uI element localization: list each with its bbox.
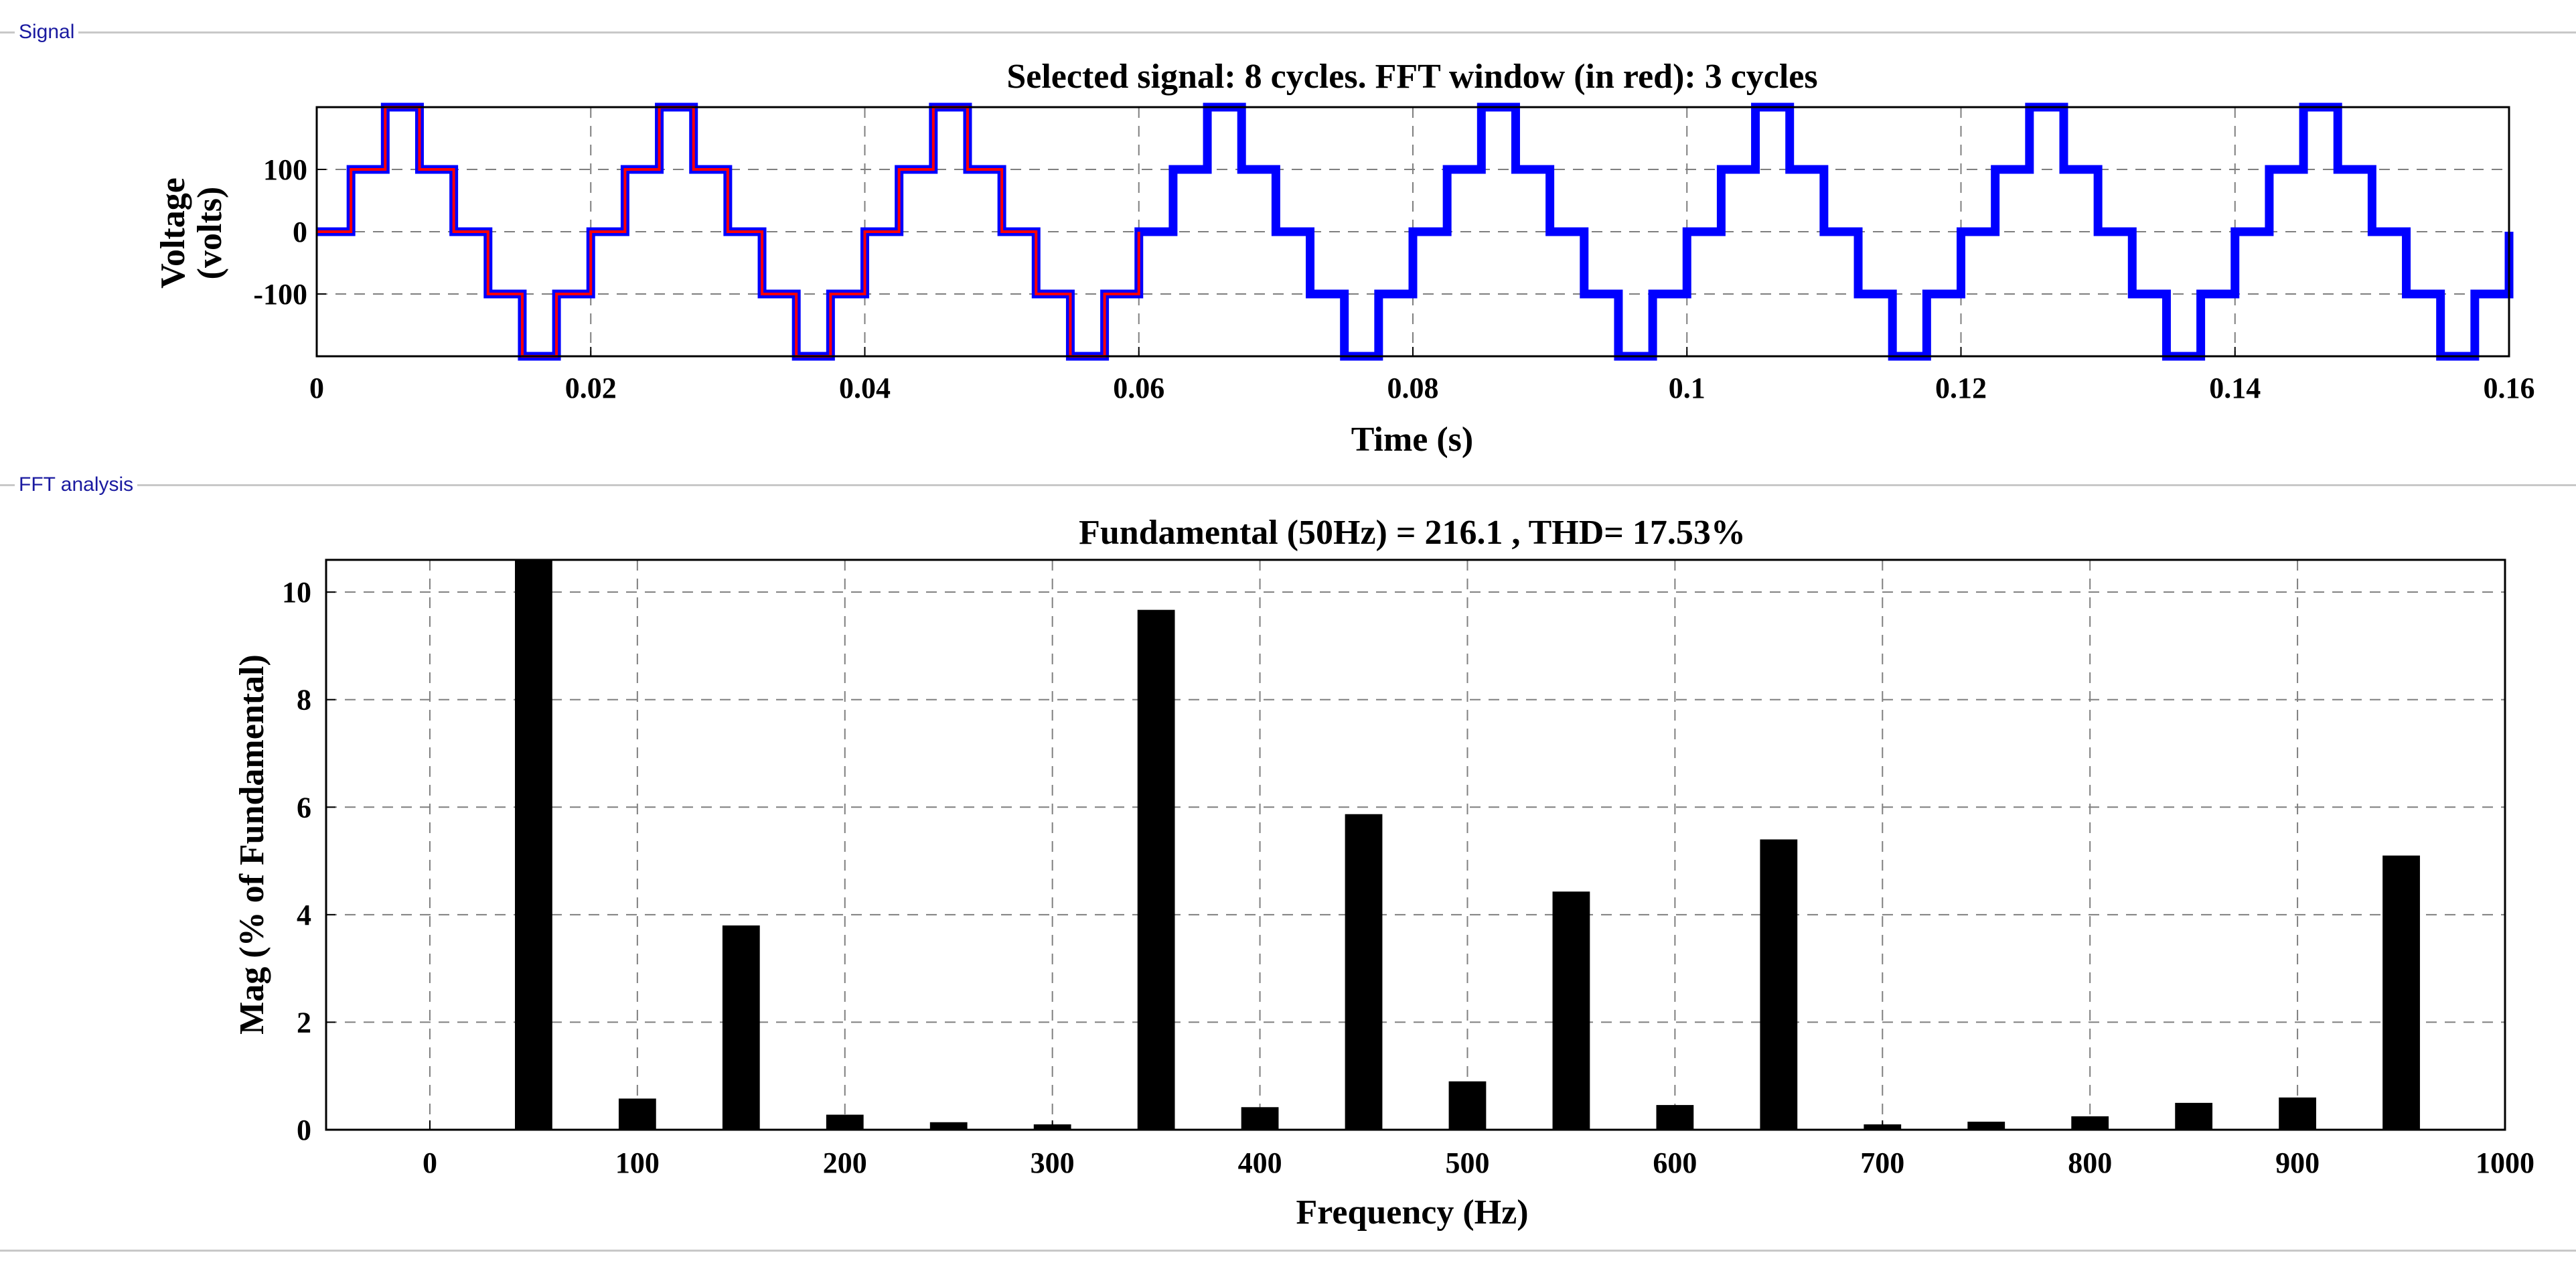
- fft-x-tick-label: 800: [2068, 1146, 2112, 1179]
- fft-y-tick-label: 10: [282, 576, 311, 609]
- signal-x-tick-label: 0.02: [565, 372, 617, 404]
- fft-y-tick-label: 8: [297, 684, 311, 717]
- signal-y-tick-label: -100: [253, 278, 307, 311]
- fft-bar: [722, 925, 760, 1130]
- fft-window-line: [317, 106, 1140, 358]
- signal-x-tick-label: 0.1: [1669, 372, 1706, 404]
- signal-y-tick-label: 0: [293, 216, 307, 248]
- fft-panel-divider: [0, 484, 2576, 486]
- signal-chart-ylabel-line1: Voltage: [154, 177, 192, 289]
- fft-x-tick-label: 600: [1653, 1146, 1697, 1179]
- fft-bar: [1448, 1081, 1487, 1130]
- fft-bar: [1656, 1105, 1694, 1130]
- signal-x-tick-label: 0.16: [2484, 372, 2535, 404]
- fft-y-tick-label: 0: [297, 1114, 311, 1146]
- fft-bar: [2382, 855, 2420, 1130]
- fft-x-tick-label: 200: [823, 1146, 867, 1179]
- fft-panel-label: FFT analysis: [15, 473, 138, 497]
- fft-x-tick-label: 100: [615, 1146, 660, 1179]
- signal-x-tick-label: 0: [309, 372, 324, 404]
- fft-bar: [515, 560, 552, 1130]
- signal-chart-xlabel: Time (s): [1351, 421, 1473, 459]
- signal-panel-divider: [0, 31, 2576, 33]
- fft-chart: Fundamental (50Hz) = 216.1 , THD= 17.53%…: [233, 514, 2534, 1232]
- fft-x-tick-label: 900: [2275, 1146, 2320, 1179]
- fft-x-tick-label: 700: [1860, 1146, 1904, 1179]
- fft-x-tick-label: 300: [1031, 1146, 1075, 1179]
- fft-chart-ylabel: Mag (% of Fundamental): [233, 654, 271, 1035]
- fft-bar: [1967, 1121, 2005, 1130]
- signal-x-tick-label: 0.12: [1935, 372, 1987, 404]
- fft-bar: [2279, 1097, 2316, 1130]
- fft-bar: [1137, 609, 1175, 1130]
- fft-chart-title: Fundamental (50Hz) = 216.1 , THD= 17.53%: [1079, 514, 1746, 552]
- fft-bar: [1241, 1107, 1279, 1130]
- fft-x-tick-label: 0: [423, 1146, 437, 1179]
- fft-x-tick-label: 500: [1445, 1146, 1489, 1179]
- signal-panel-label: Signal: [15, 20, 79, 44]
- signal-y-tick-label: 100: [263, 153, 307, 186]
- signal-plot-frame: [315, 106, 2510, 358]
- signal-x-tick-label: 0.14: [2209, 372, 2261, 404]
- fft-bar: [1345, 814, 1383, 1130]
- fft-chart-xlabel: Frequency (Hz): [1296, 1193, 1528, 1232]
- signal-chart-ylabel-line2: (volts): [191, 187, 229, 280]
- fft-bar: [929, 1122, 968, 1130]
- fft-bar: [826, 1114, 864, 1130]
- fft-bar: [1760, 839, 1798, 1130]
- signal-x-tick-label: 0.08: [1387, 372, 1439, 404]
- signal-chart-title: Selected signal: 8 cycles. FFT window (i…: [1006, 58, 1817, 96]
- fft-bar: [1033, 1124, 1071, 1130]
- fft-x-tick-label: 1000: [2476, 1146, 2534, 1179]
- signal-x-tick-label: 0.04: [839, 372, 891, 404]
- fft-bar: [2175, 1102, 2213, 1130]
- fft-y-tick-label: 6: [297, 791, 311, 824]
- fft-plot-area: [326, 560, 2505, 1130]
- fft-bar: [618, 1098, 656, 1130]
- fft-y-tick-label: 2: [297, 1006, 311, 1039]
- fft-y-tick-label: 4: [297, 899, 311, 932]
- fft-bar: [1552, 891, 1590, 1130]
- bottom-divider: [0, 1250, 2576, 1252]
- fft-bar: [1864, 1124, 1902, 1130]
- signal-x-tick-label: 0.06: [1113, 372, 1164, 404]
- signal-chart: Selected signal: 8 cycles. FFT window (i…: [154, 58, 2535, 459]
- fft-x-tick-label: 400: [1238, 1146, 1282, 1179]
- fft-plot-frame: [325, 559, 2506, 1131]
- fft-bar: [2071, 1116, 2109, 1130]
